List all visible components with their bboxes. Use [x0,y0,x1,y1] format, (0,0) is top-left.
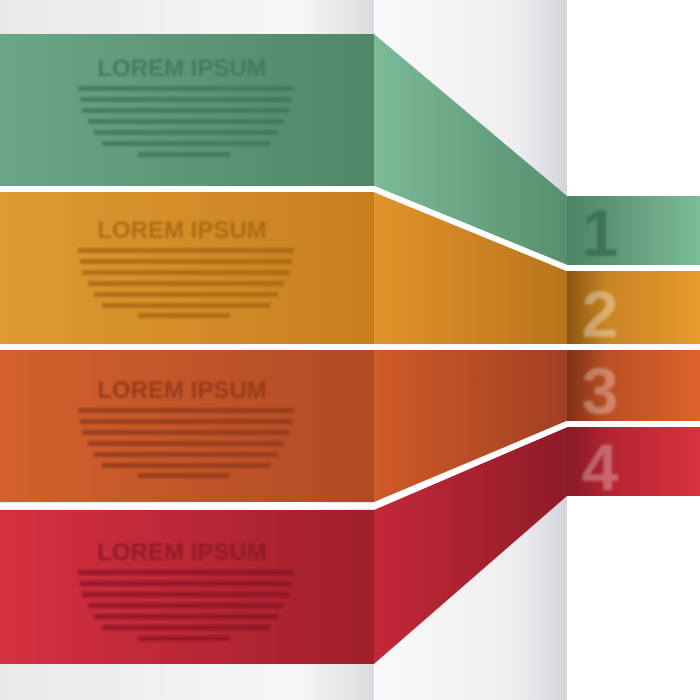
step-2-right-band [567,271,700,344]
step-3-left-band [0,350,374,502]
step-1-paragraph-lines [78,86,294,157]
step-numbers: 1 2 3 4 [582,196,619,504]
step-2-paragraph-lines [78,248,294,318]
step-4-heading: LOREM IPSUM [97,539,266,566]
separator-1-2 [0,186,700,271]
step-3-right-band [567,350,700,421]
step-3-heading: LOREM IPSUM [97,377,266,404]
step-1-text-block: LOREM IPSUM [78,55,294,157]
step-4-paragraph-lines [78,570,294,641]
step-1-right-band [567,196,700,265]
step-4-number: 4 [582,430,619,504]
step-1-ribbon [0,34,700,265]
step-2-number: 2 [582,277,619,351]
step-2-left-band [0,192,374,344]
step-2-heading: LOREM IPSUM [97,217,266,244]
step-4-right-band [567,427,700,496]
step-3-diagonal-band [374,350,567,502]
step-1-diagonal-band [374,34,567,265]
step-3-number: 3 [582,354,619,428]
step-2-diagonal-band [374,192,567,344]
step-4-diagonal-band [374,427,567,664]
step-2-ribbon [0,192,700,344]
step-3-text-block: LOREM IPSUM [78,377,294,478]
step-2-text-block: LOREM IPSUM [78,217,294,318]
separator-3-4 [0,421,700,509]
step-4-text-block: LOREM IPSUM [78,539,294,641]
step-3-ribbon [0,350,700,502]
step-1-heading: LOREM IPSUM [97,55,266,82]
step-1-number: 1 [582,196,619,270]
step-3-paragraph-lines [78,408,294,478]
separators [0,186,700,509]
